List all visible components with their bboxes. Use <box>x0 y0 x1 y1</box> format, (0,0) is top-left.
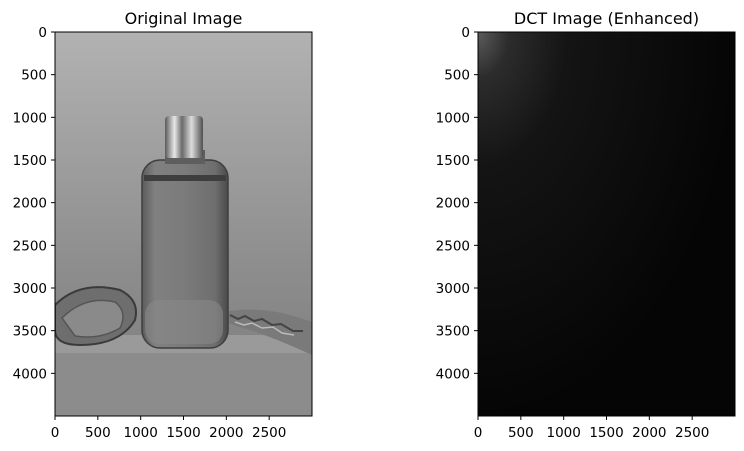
right-y-tick-label: 1000 <box>436 110 470 126</box>
right-y-tick-label: 500 <box>444 68 470 84</box>
left-x-ticks <box>54 416 270 420</box>
right-y-ticks <box>474 31 478 374</box>
left-y-tick-label: 2000 <box>13 196 47 212</box>
right-x-tick-labels: 0 500 1000 1500 2000 2500 <box>474 425 710 441</box>
left-title: Original Image <box>125 9 243 28</box>
right-y-tick-label: 4000 <box>436 366 470 382</box>
right-y-tick-label: 3000 <box>436 281 470 297</box>
right-x-tick-label: 500 <box>508 425 534 441</box>
right-axes: DCT Image (Enhanced) 0 500 1000 1500 200… <box>436 9 736 441</box>
right-y-tick-label: 1500 <box>436 153 470 169</box>
left-y-tick-label: 3000 <box>13 281 47 297</box>
left-y-tick-label: 4000 <box>13 366 47 382</box>
left-x-tick-label: 2500 <box>252 425 286 441</box>
left-y-ticks <box>51 31 55 374</box>
dct-image <box>478 32 735 416</box>
right-x-tick-label: 1500 <box>589 425 623 441</box>
right-y-tick-labels: 0 500 1000 1500 2000 2500 3000 3500 4000 <box>436 25 470 382</box>
right-x-tick-label: 2500 <box>675 425 709 441</box>
right-x-ticks <box>477 416 693 420</box>
original-image <box>55 32 312 416</box>
right-y-tick-label: 2000 <box>436 196 470 212</box>
left-y-tick-label: 0 <box>38 25 47 41</box>
left-y-tick-label: 3500 <box>13 324 47 340</box>
left-y-tick-label: 500 <box>21 68 47 84</box>
right-y-tick-label: 3500 <box>436 324 470 340</box>
left-y-tick-label: 2500 <box>13 238 47 254</box>
right-x-tick-label: 2000 <box>632 425 666 441</box>
left-x-tick-label: 1500 <box>166 425 200 441</box>
left-x-tick-label: 0 <box>51 425 60 441</box>
left-y-tick-label: 1500 <box>13 153 47 169</box>
left-x-tick-label: 1000 <box>123 425 157 441</box>
right-title: DCT Image (Enhanced) <box>514 9 699 28</box>
right-y-tick-label: 2500 <box>436 238 470 254</box>
left-x-tick-label: 2000 <box>209 425 243 441</box>
right-y-tick-label: 0 <box>461 25 470 41</box>
left-y-tick-label: 1000 <box>13 110 47 126</box>
right-x-tick-label: 0 <box>474 425 483 441</box>
left-axes: Original Image 0 500 <box>13 9 313 441</box>
left-y-tick-labels: 0 500 1000 1500 2000 2500 3000 3500 4000 <box>13 25 47 382</box>
right-x-tick-label: 1000 <box>546 425 580 441</box>
left-x-tick-label: 500 <box>85 425 111 441</box>
left-x-tick-labels: 0 500 1000 1500 2000 2500 <box>51 425 287 441</box>
